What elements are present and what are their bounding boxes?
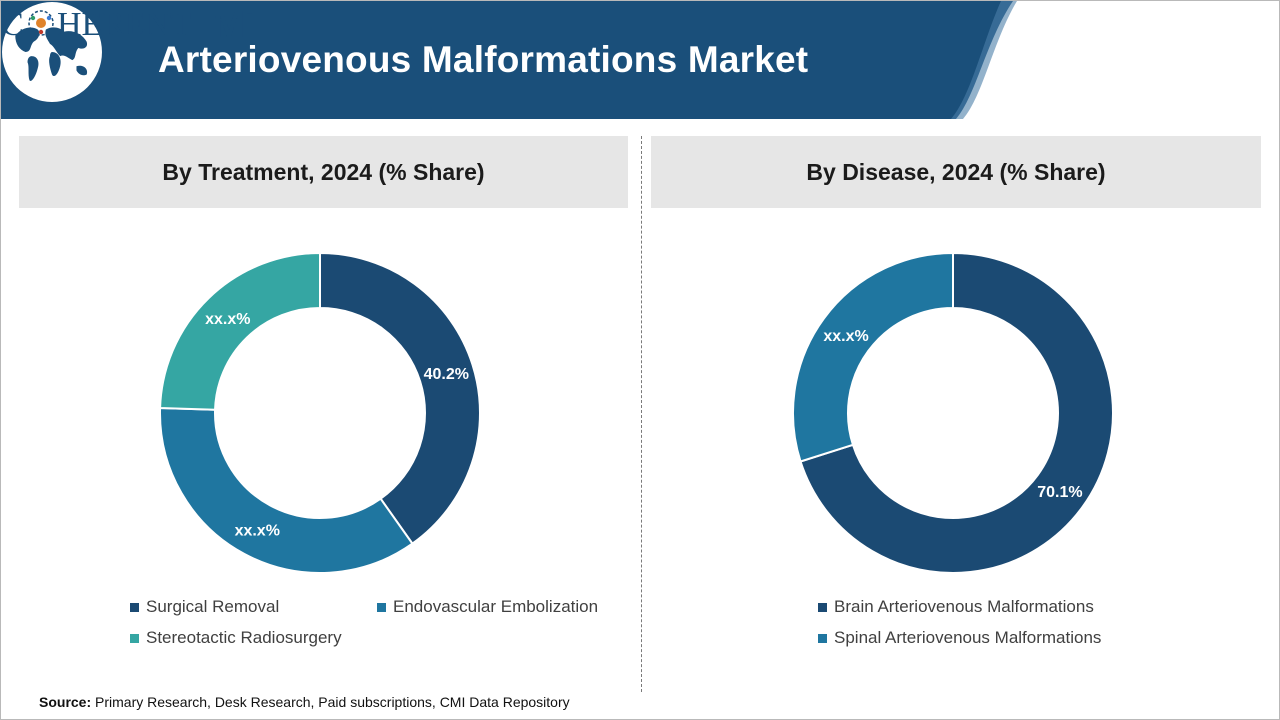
data-label: 70.1% — [1037, 484, 1082, 501]
legend-label: Endovascular Embolization — [393, 597, 599, 616]
logo-letter-c: C — [1, 6, 24, 43]
legend-item-surgical-removal: Surgical Removal — [130, 597, 279, 617]
donut-slice-spinal-arteriovenous-malformations — [792, 251, 954, 463]
page-title: Arteriovenous Malformations Market — [158, 39, 809, 80]
legend-item-spinal-avm: Spinal Arteriovenous Malformations — [818, 628, 1101, 648]
donut-slice-brain-arteriovenous-malformations — [799, 251, 1114, 574]
logo-letters-mi: Mi — [213, 4, 255, 46]
disease-chart-title: By Disease, 2024 (% Share) — [806, 158, 1106, 185]
treatment-panel-title: By Treatment, 2024 (% Share) — [19, 136, 628, 208]
header-background — [1, 1, 1017, 119]
donut-slice-stereotactic-radiosurgery — [159, 251, 321, 411]
legend-item-endovascular-embolization: Endovascular Embolization — [377, 597, 598, 617]
legend-swatch — [377, 602, 386, 612]
disease-panel-title: By Disease, 2024 (% Share) — [651, 136, 1261, 208]
donut-slice-endovascular-embolization — [159, 406, 414, 574]
legend-item-brain-avm: Brain Arteriovenous Malformations — [818, 597, 1094, 617]
coherent-mi-logo: C HERENT Mi — [1, 4, 255, 46]
globe-icon — [2, 2, 102, 102]
logo-o-mark — [28, 10, 54, 36]
source-note: Source: Primary Research, Desk Research,… — [39, 694, 570, 710]
treatment-donut-chart: 40.2% xx.x% xx.x% — [159, 251, 481, 574]
treatment-chart-title: By Treatment, 2024 (% Share) — [162, 158, 485, 185]
data-label: xx.x% — [205, 311, 250, 328]
data-label: xx.x% — [823, 328, 868, 345]
logo-letters-herent: HERENT — [57, 6, 191, 43]
disease-donut-chart: 70.1% xx.x% — [792, 251, 1114, 574]
header-banner: Arteriovenous Malformations Market C HER… — [1, 1, 1279, 119]
legend-swatch — [818, 633, 827, 643]
legend-label: Spinal Arteriovenous Malformations — [834, 628, 1102, 647]
legend-item-stereotactic-radiosurgery: Stereotactic Radiosurgery — [130, 628, 342, 648]
source-text: Primary Research, Desk Research, Paid su… — [95, 694, 570, 710]
data-label: xx.x% — [235, 523, 280, 540]
legend-swatch — [130, 633, 139, 643]
legend-label: Surgical Removal — [146, 597, 280, 616]
legend-swatch — [818, 602, 827, 612]
legend-label: Stereotactic Radiosurgery — [146, 628, 342, 647]
legend-swatch — [130, 602, 139, 612]
source-label: Source: — [39, 694, 92, 710]
data-label: 40.2% — [424, 366, 469, 383]
donut-slice-surgical-removal — [319, 251, 481, 546]
panel-divider — [641, 136, 642, 692]
legend-label: Brain Arteriovenous Malformations — [834, 597, 1094, 616]
